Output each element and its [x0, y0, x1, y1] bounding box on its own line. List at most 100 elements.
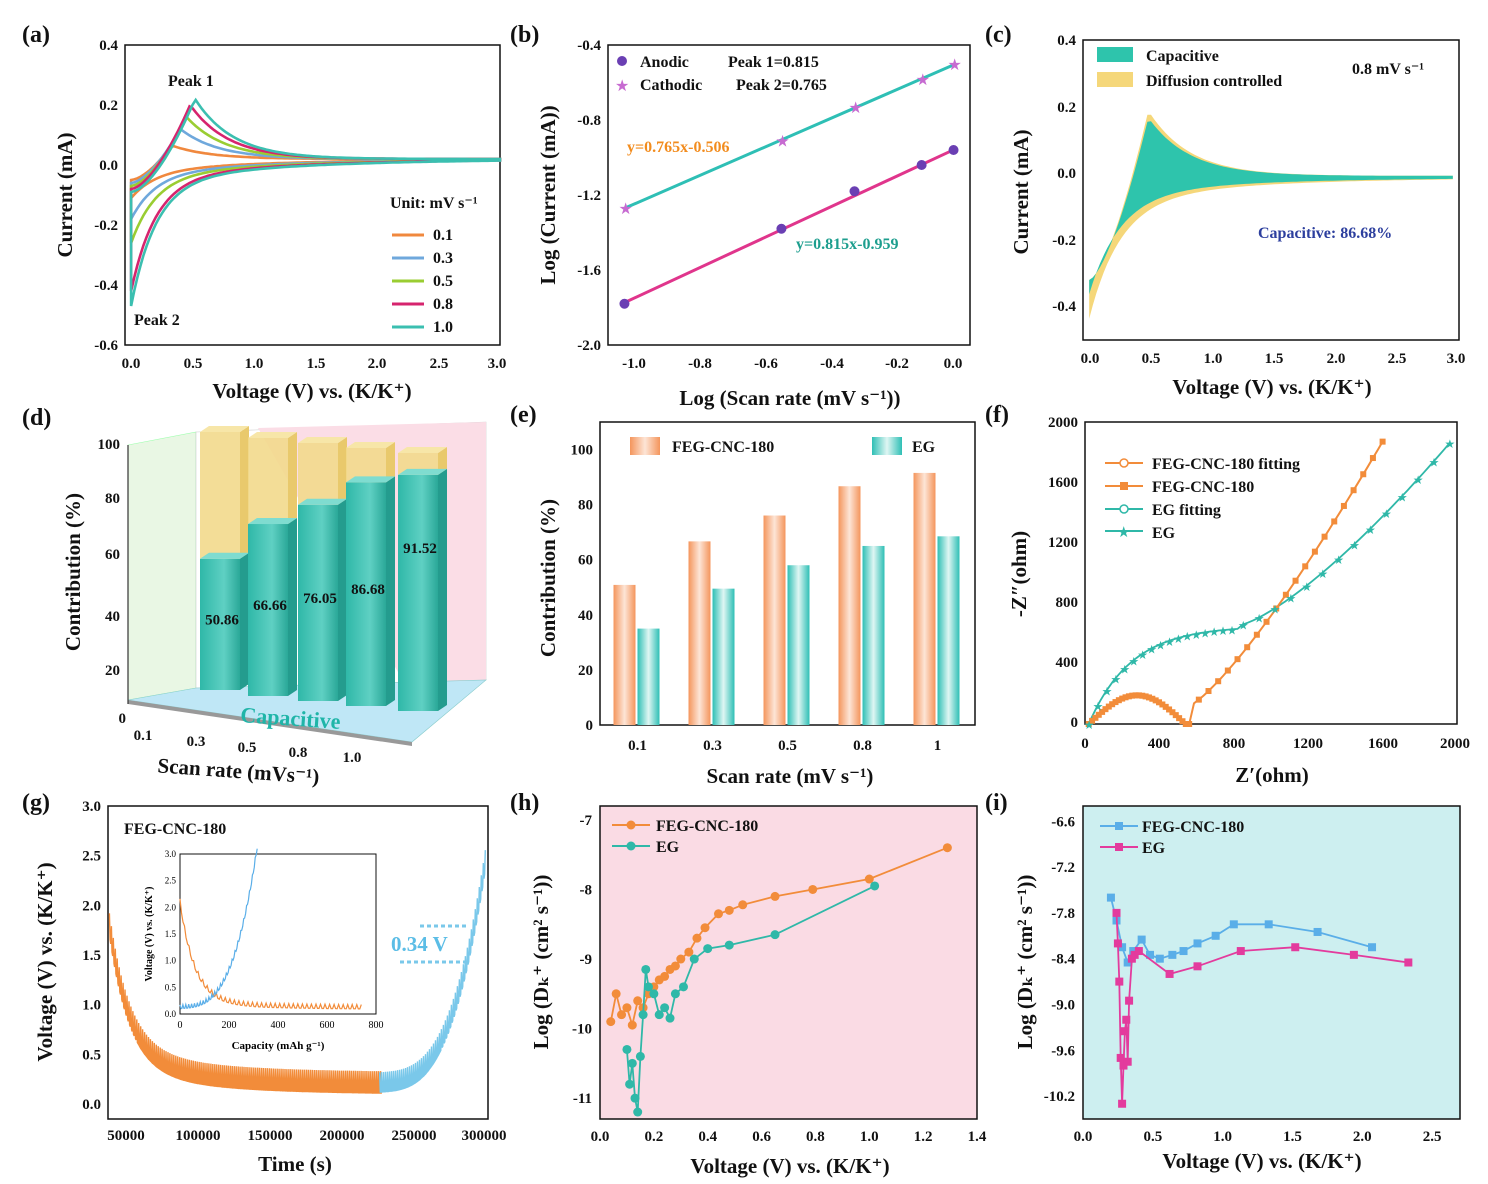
- panel-f-xtick: 1200: [1293, 736, 1323, 752]
- panel-d-yticks: 100 80 60 40 20 0: [98, 437, 127, 727]
- panel-g-xtick: 250000: [392, 1128, 437, 1144]
- panel-b-fit-anodic: [623, 148, 955, 304]
- panel-g-inset-xtick: 400: [271, 1020, 286, 1031]
- panel-a-label: (a): [22, 22, 50, 48]
- panel-f-feg-point: [1350, 487, 1357, 494]
- panel-f-feg-point: [1142, 693, 1149, 700]
- panel-b-legend-cathodic: Cathodic: [640, 77, 702, 94]
- panel-b-peak2-slope: Peak 2=0.765: [736, 77, 827, 94]
- panel-e-xtick: 0.1: [628, 738, 647, 754]
- panel-g-inset-xtick: 800: [369, 1020, 384, 1031]
- panel-d-xtick: 0.1: [134, 728, 153, 744]
- panel-a-curve-1.0: [129, 97, 502, 307]
- panel-f-eg-point: ★: [1102, 685, 1113, 699]
- panel-d-bar-capacitive-top: [346, 476, 395, 483]
- panel-h-legend: FEG-CNC-180 EG: [612, 818, 758, 856]
- panel-g-inset-ytick: 2.5: [165, 876, 177, 886]
- panel-f-ytick: 1200: [1048, 535, 1078, 551]
- series-point: [665, 1013, 675, 1023]
- panel-f-feg-point: [1122, 694, 1129, 701]
- panel-g-inset-ytick: 1.0: [165, 956, 177, 966]
- panel-f-eg-point: ★: [1317, 567, 1328, 581]
- panel-b-label: (b): [510, 22, 539, 48]
- panel-e-xtick: 0.5: [778, 738, 797, 754]
- panel-d-xtick: 0.8: [289, 745, 308, 761]
- panel-f-xtick: 1600: [1368, 736, 1398, 752]
- panel-f-ytick: 400: [1056, 655, 1079, 671]
- panel-e-xtick: 0.8: [853, 738, 872, 754]
- panel-b-cathodic-point: ★: [948, 57, 962, 74]
- panel-d-value-label: 66.66: [253, 598, 287, 614]
- series-point: [641, 964, 651, 974]
- panel-f-feg-point: [1115, 697, 1122, 704]
- series-point: [1368, 943, 1377, 952]
- panel-d-ytick: 60: [105, 547, 120, 563]
- panel-f: (f) 0 400 800 1200 1600 2000 0 400 800 1…: [985, 402, 1470, 787]
- panel-i-plot: [1106, 893, 1413, 1108]
- series-point: [1125, 996, 1134, 1005]
- panel-b-ytick: -2.0: [577, 338, 601, 354]
- series-point: [1134, 947, 1143, 956]
- panel-f-eg-point: ★: [1084, 718, 1095, 732]
- ytick: -9.0: [1051, 997, 1075, 1013]
- panel-b-anodic-point: [776, 223, 787, 234]
- panel-f-feg-point: [1172, 712, 1179, 719]
- panel-g-frame: [107, 805, 489, 1120]
- panel-e-bar-eg: [637, 628, 660, 725]
- panel-a-xtick: 1.5: [307, 356, 326, 372]
- xtick: 1.2: [914, 1129, 933, 1145]
- panel-a-legend-label: 0.8: [433, 296, 453, 313]
- xtick: 0.5: [1143, 1129, 1162, 1145]
- panel-e-bar-eg: [862, 545, 885, 725]
- panel-d-bar-diffusion-side: [386, 442, 395, 483]
- panel-f-xtick: 400: [1148, 736, 1171, 752]
- panel-d-xticks: 0.1 0.3 0.5 0.8 1.0: [134, 728, 362, 766]
- panel-g-inset-discharge: [179, 898, 362, 1010]
- series-point: [1113, 939, 1122, 948]
- panel-c-xlabel: Voltage (V) vs. (K/K⁺): [1172, 375, 1371, 399]
- series-point: [942, 843, 952, 853]
- series-point: [1155, 954, 1164, 963]
- series-point: [630, 1093, 640, 1103]
- ytick: -9: [580, 952, 593, 968]
- panel-d-bar-capacitive: [298, 504, 338, 701]
- panel-f-feg-point: [1162, 703, 1169, 710]
- panel-d-bar-capacitive-top: [298, 498, 347, 505]
- series-point: [1236, 947, 1245, 956]
- panel-f-eg-point: ★: [1365, 523, 1376, 537]
- panel-f-feg-point: [1099, 708, 1106, 715]
- panel-f-legend-marker: [1120, 482, 1128, 490]
- panel-a-peak2: Peak 2: [134, 312, 180, 329]
- panel-f-eg-point: ★: [1333, 553, 1344, 567]
- panel-d-bar-diffusion-side: [240, 426, 249, 559]
- xtick: 0.6: [752, 1129, 771, 1145]
- series-point: [670, 989, 680, 999]
- panel-b-legend-anodic: Anodic: [640, 54, 689, 71]
- panel-c-xtick: 3.0: [1447, 351, 1466, 367]
- series-point: [676, 954, 686, 964]
- panel-b-eq-anodic: y=0.815x-0.959: [796, 236, 898, 253]
- panel-c-caption: Capacitive: 86.68%: [1258, 225, 1392, 242]
- panel-g-inset-ytick: 1.5: [165, 929, 177, 939]
- series-point: [1123, 958, 1132, 967]
- panel-f-feg-point: [1089, 717, 1096, 724]
- panel-f-legend-marker: [1119, 458, 1129, 468]
- panel-d-bar-diffusion-top: [346, 442, 395, 448]
- panel-f-feg-point: [1369, 455, 1376, 462]
- panel-d-xtick: 0.5: [238, 740, 257, 756]
- xtick: 2.5: [1423, 1129, 1442, 1145]
- panel-c-ylabel: Current (mA): [1009, 129, 1033, 254]
- panel-d-xtick: 1.0: [343, 750, 362, 766]
- panel-b-ytick: -1.6: [577, 263, 601, 279]
- panel-d-bars: 50.86 66.66 76.05 86.68 91.52: [200, 426, 447, 711]
- panel-d: (d) 100 80 60 40 20 0 50.86 66.66 76.05 86.…: [22, 405, 487, 789]
- series-point: [606, 1017, 616, 1027]
- xtick: 0.0: [1074, 1129, 1093, 1145]
- panel-c-plot: [1089, 114, 1453, 319]
- panel-f-eg-point: ★: [1429, 455, 1440, 469]
- panel-g-ytick: 0.5: [82, 1047, 101, 1063]
- panel-g-inset-ytick: 2.0: [165, 902, 177, 912]
- series-point: [1115, 977, 1124, 986]
- xtick: 1.0: [860, 1129, 879, 1145]
- panel-b-ylabel: Log (Current (mA)): [536, 105, 560, 284]
